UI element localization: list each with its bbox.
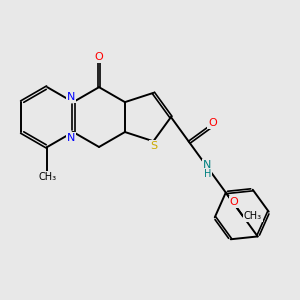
Text: H: H xyxy=(204,169,211,179)
Text: N: N xyxy=(67,92,75,102)
Text: N: N xyxy=(203,160,212,170)
Text: O: O xyxy=(230,197,238,207)
Text: O: O xyxy=(208,118,217,128)
Text: CH₃: CH₃ xyxy=(38,172,56,182)
Text: S: S xyxy=(151,142,158,152)
Text: O: O xyxy=(95,52,103,62)
Text: CH₃: CH₃ xyxy=(244,211,262,221)
Text: N: N xyxy=(67,133,75,143)
